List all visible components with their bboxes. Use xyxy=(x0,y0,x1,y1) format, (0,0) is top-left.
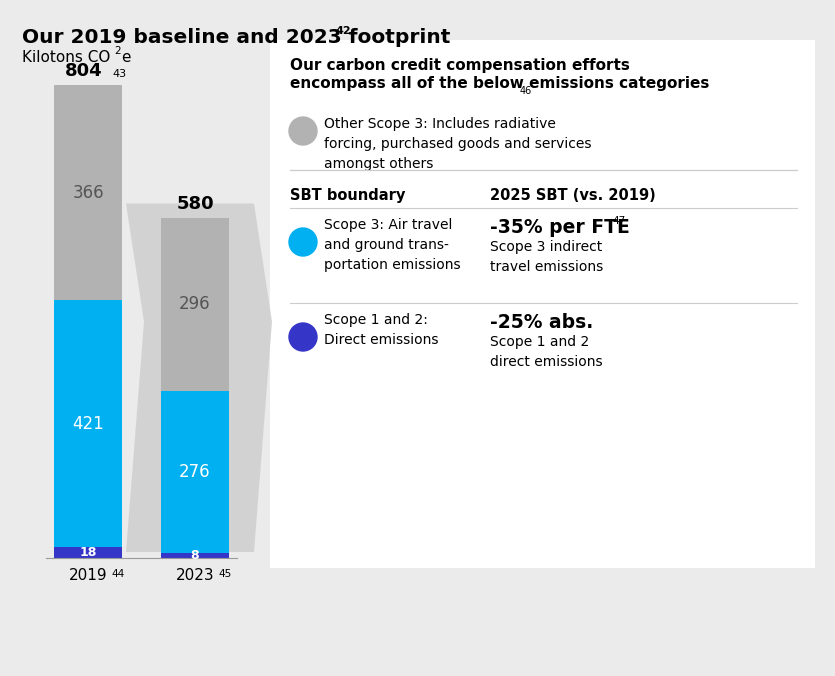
Text: 804: 804 xyxy=(65,62,103,80)
Bar xyxy=(161,553,229,558)
Text: 8: 8 xyxy=(190,549,200,562)
Bar xyxy=(161,391,229,553)
Text: 296: 296 xyxy=(180,295,210,314)
Text: Other Scope 3: Includes radiative
forcing, purchased goods and services
amongst : Other Scope 3: Includes radiative forcin… xyxy=(324,117,591,171)
Text: Scope 3 indirect
travel emissions: Scope 3 indirect travel emissions xyxy=(490,240,603,274)
Bar xyxy=(54,85,122,300)
Text: -35% per FTE: -35% per FTE xyxy=(490,218,630,237)
Text: 276: 276 xyxy=(180,463,210,481)
Text: 42: 42 xyxy=(336,26,352,36)
Text: Scope 1 and 2
direct emissions: Scope 1 and 2 direct emissions xyxy=(490,335,603,369)
Text: 366: 366 xyxy=(72,184,104,202)
Circle shape xyxy=(289,323,317,351)
Text: Scope 1 and 2:
Direct emissions: Scope 1 and 2: Direct emissions xyxy=(324,313,438,347)
Text: 43: 43 xyxy=(112,70,126,79)
Text: Scope 3: Air travel
and ground trans-
portation emissions: Scope 3: Air travel and ground trans- po… xyxy=(324,218,461,272)
Text: e: e xyxy=(121,50,130,65)
Text: -25% abs.: -25% abs. xyxy=(490,313,593,332)
Bar xyxy=(161,218,229,391)
Bar xyxy=(54,300,122,548)
Text: 2025 SBT (vs. 2019): 2025 SBT (vs. 2019) xyxy=(490,188,655,203)
Text: 580: 580 xyxy=(176,195,214,212)
Text: 18: 18 xyxy=(79,546,97,559)
Text: Kilotons CO: Kilotons CO xyxy=(22,50,110,65)
Circle shape xyxy=(289,228,317,256)
Circle shape xyxy=(289,117,317,145)
Text: 2019: 2019 xyxy=(68,568,108,583)
Text: 46: 46 xyxy=(520,86,532,96)
Text: Our carbon credit compensation efforts: Our carbon credit compensation efforts xyxy=(290,58,630,73)
Polygon shape xyxy=(126,203,272,552)
Text: 44: 44 xyxy=(111,569,124,579)
Text: 421: 421 xyxy=(72,415,104,433)
Text: 45: 45 xyxy=(218,569,231,579)
Text: 2: 2 xyxy=(114,46,120,56)
Text: encompass all of the below emissions categories: encompass all of the below emissions cat… xyxy=(290,76,710,91)
Text: SBT boundary: SBT boundary xyxy=(290,188,405,203)
Text: Our 2019 baseline and 2023 footprint: Our 2019 baseline and 2023 footprint xyxy=(22,28,450,47)
Text: 47: 47 xyxy=(612,216,625,226)
Bar xyxy=(54,548,122,558)
Text: 2023: 2023 xyxy=(175,568,215,583)
Bar xyxy=(270,40,815,568)
